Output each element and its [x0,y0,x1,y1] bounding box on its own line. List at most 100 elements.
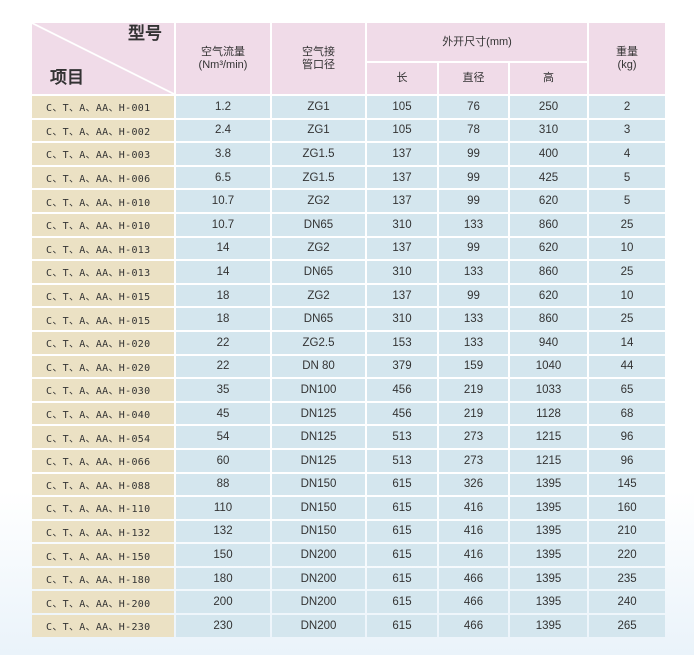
length-cell: 310 [367,261,437,283]
height-cell: 1395 [510,615,588,637]
connection-cell: DN65 [272,308,365,330]
dimensions-header: 外开尺寸(mm) [367,23,588,61]
flow-cell: 150 [176,544,270,566]
flow-cell: 45 [176,402,270,425]
weight-cell: 2 [589,96,666,118]
table-row: C、T、A、AA、H-001 1.2 ZG1 105 76 250 2 [32,96,666,118]
diameter-cell: 466 [439,615,508,637]
model-cell: C、T、A、AA、H-150 [32,544,174,566]
flow-cell: 35 [176,379,270,401]
table-row: C、T、A、AA、H-110 110 DN150 615 416 1395 160 [32,497,666,519]
length-cell: 456 [367,402,437,425]
length-cell: 310 [367,308,437,330]
flow-cell: 10.7 [176,190,270,212]
model-cell: C、T、A、AA、H-010 [32,190,174,212]
model-cell: C、T、A、AA、H-010 [32,213,174,236]
model-cell: C、T、A、AA、H-110 [32,497,174,519]
table-row: C、T、A、AA、H-010 10.7 ZG2 137 99 620 5 [32,190,666,212]
connection-cell: ZG2 [272,237,365,260]
flow-cell: 200 [176,591,270,614]
table-row: C、T、A、AA、H-088 88 DN150 615 326 1395 145 [32,473,666,496]
table-row: C、T、A、AA、H-002 2.4 ZG1 105 78 310 3 [32,119,666,142]
height-cell: 1395 [510,591,588,614]
connection-cell: ZG1 [272,119,365,142]
diameter-cell: 416 [439,544,508,566]
diameter-cell: 133 [439,331,508,354]
diameter-cell: 133 [439,261,508,283]
diameter-cell: 326 [439,473,508,496]
table-row: C、T、A、AA、H-054 54 DN125 513 273 1215 96 [32,426,666,448]
diameter-cell: 99 [439,143,508,165]
model-cell: C、T、A、AA、H-013 [32,261,174,283]
diameter-cell: 78 [439,119,508,142]
connection-cell: DN200 [272,544,365,566]
height-cell: 310 [510,119,588,142]
length-cell: 153 [367,331,437,354]
diameter-cell: 99 [439,237,508,260]
connection-cell: DN200 [272,615,365,637]
length-cell: 310 [367,213,437,236]
length-cell: 615 [367,615,437,637]
weight-cell: 240 [589,591,666,614]
length-cell: 615 [367,591,437,614]
table-row: C、T、A、AA、H-015 18 DN65 310 133 860 25 [32,308,666,330]
height-cell: 620 [510,237,588,260]
connection-cell: ZG2.5 [272,331,365,354]
weight-cell: 4 [589,143,666,165]
table-row: C、T、A、AA、H-015 18 ZG2 137 99 620 10 [32,284,666,307]
length-cell: 105 [367,96,437,118]
height-cell: 1395 [510,520,588,543]
model-cell: C、T、A、AA、H-180 [32,567,174,590]
height-cell: 1040 [510,355,588,378]
connection-cell: DN200 [272,591,365,614]
model-cell: C、T、A、AA、H-030 [32,379,174,401]
length-cell: 379 [367,355,437,378]
flow-cell: 88 [176,473,270,496]
diameter-cell: 416 [439,497,508,519]
table-row: C、T、A、AA、H-003 3.8 ZG1.5 137 99 400 4 [32,143,666,165]
table-row: C、T、A、AA、H-013 14 DN65 310 133 860 25 [32,261,666,283]
connection-cell: ZG2 [272,284,365,307]
connection-cell: DN200 [272,567,365,590]
length-header: 长 [367,63,437,94]
weight-cell: 96 [589,426,666,448]
height-cell: 620 [510,284,588,307]
weight-cell: 14 [589,331,666,354]
connection-cell: ZG2 [272,190,365,212]
weight-cell: 25 [589,308,666,330]
table-row: C、T、A、AA、H-230 230 DN200 615 466 1395 265 [32,615,666,637]
flow-cell: 6.5 [176,166,270,189]
connection-cell: DN65 [272,213,365,236]
diameter-header: 直径 [439,63,508,94]
flow-cell: 3.8 [176,143,270,165]
weight-cell: 25 [589,261,666,283]
height-header: 高 [510,63,588,94]
diameter-cell: 219 [439,379,508,401]
diameter-cell: 99 [439,284,508,307]
height-cell: 1033 [510,379,588,401]
diameter-cell: 76 [439,96,508,118]
model-cell: C、T、A、AA、H-002 [32,119,174,142]
model-label: 型号 [128,24,162,43]
length-cell: 615 [367,544,437,566]
length-cell: 137 [367,166,437,189]
flow-cell: 54 [176,426,270,448]
flow-cell: 10.7 [176,213,270,236]
weight-cell: 145 [589,473,666,496]
flow-cell: 180 [176,567,270,590]
connection-cell: DN150 [272,520,365,543]
connection-cell: ZG1.5 [272,143,365,165]
flow-cell: 110 [176,497,270,519]
weight-cell: 210 [589,520,666,543]
connection-header: 空气接 管口径 [272,23,365,94]
model-cell: C、T、A、AA、H-015 [32,284,174,307]
height-cell: 1215 [510,449,588,472]
item-label: 项目 [50,68,84,87]
flow-cell: 22 [176,355,270,378]
weight-header: 重量 (kg) [589,23,666,94]
model-cell: C、T、A、AA、H-054 [32,426,174,448]
diameter-cell: 466 [439,567,508,590]
height-cell: 425 [510,166,588,189]
table-row: C、T、A、AA、H-020 22 ZG2.5 153 133 940 14 [32,331,666,354]
height-cell: 860 [510,213,588,236]
